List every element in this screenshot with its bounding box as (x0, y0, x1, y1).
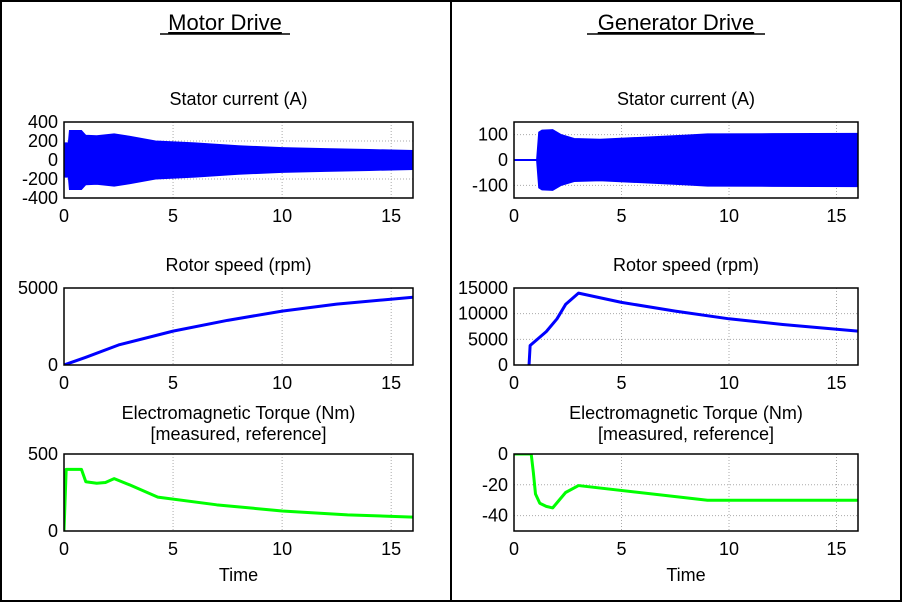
subplot-title: Rotor speed (rpm) (613, 255, 759, 275)
subplot-subtitle: [measured, reference] (150, 424, 326, 444)
y-tick-label: -40 (482, 506, 508, 526)
y-tick-label: 400 (28, 112, 58, 132)
subplot-title: Stator current (A) (617, 89, 755, 109)
y-tick-label: 10000 (458, 304, 508, 324)
x-tick-label: 15 (381, 206, 401, 226)
y-tick-label: 15000 (458, 278, 508, 298)
x-tick-label: 0 (59, 373, 69, 393)
panel-title-generator: Generator Drive (598, 10, 755, 35)
y-tick-label: 200 (28, 131, 58, 151)
y-tick-label: 0 (498, 150, 508, 170)
y-tick-label: 0 (498, 355, 508, 375)
plot-area (64, 288, 413, 365)
x-tick-label: 15 (826, 206, 846, 226)
axes-frame (513, 453, 859, 532)
x-tick-label: 5 (168, 539, 178, 559)
y-tick-label: -200 (22, 169, 58, 189)
panel-title-motor: Motor Drive (168, 10, 282, 35)
x-axis-label: Time (666, 565, 705, 585)
y-tick-label: 0 (48, 150, 58, 170)
axes-frame (63, 453, 414, 532)
x-tick-label: 10 (272, 206, 292, 226)
y-tick-label: 0 (48, 521, 58, 541)
x-tick-label: 0 (509, 206, 519, 226)
subplot-title: Electromagnetic Torque (Nm) (122, 403, 356, 423)
x-tick-label: 10 (272, 539, 292, 559)
plot-area (514, 454, 858, 531)
subplot-1: Rotor speed (rpm) 0 5 10 15 5000 0 (18, 255, 414, 393)
x-tick-label: 10 (719, 206, 739, 226)
x-axis-label: Time (219, 565, 258, 585)
subplot-title: Stator current (A) (169, 89, 307, 109)
y-tick-label: 0 (498, 444, 508, 464)
y-tick-label: -20 (482, 475, 508, 495)
subplot-5: Electromagnetic Torque (Nm)[measured, re… (482, 403, 859, 585)
axes-frame (63, 287, 414, 366)
x-tick-label: 5 (616, 539, 626, 559)
x-tick-label: 5 (616, 206, 626, 226)
y-tick-label: -400 (22, 188, 58, 208)
x-tick-label: 0 (509, 373, 519, 393)
x-tick-label: 5 (168, 206, 178, 226)
x-tick-label: 10 (272, 373, 292, 393)
x-tick-label: 5 (168, 373, 178, 393)
subplot-subtitle: [measured, reference] (598, 424, 774, 444)
y-tick-label: 5000 (468, 329, 508, 349)
y-tick-label: 500 (28, 444, 58, 464)
x-tick-label: 0 (59, 206, 69, 226)
x-tick-label: 15 (381, 539, 401, 559)
plot-area (64, 454, 413, 531)
speed-line (64, 295, 413, 365)
subplot-2: Electromagnetic Torque (Nm)[measured, re… (28, 403, 414, 585)
subplot-4: Rotor speed (rpm) 0 5 10 15 15000 10000 5000 0 (458, 255, 859, 393)
subplot-title: Electromagnetic Torque (Nm) (569, 403, 803, 423)
x-tick-label: 0 (509, 539, 519, 559)
x-tick-label: 15 (826, 539, 846, 559)
y-tick-label: 5000 (18, 278, 58, 298)
x-tick-label: 10 (719, 373, 739, 393)
axes-frame (513, 287, 859, 366)
x-tick-label: 15 (381, 373, 401, 393)
x-tick-label: 15 (826, 373, 846, 393)
y-tick-label: 100 (478, 125, 508, 145)
axes-frame (513, 121, 859, 199)
x-tick-label: 5 (616, 373, 626, 393)
axes-frame (63, 121, 414, 199)
x-tick-label: 10 (719, 539, 739, 559)
subplot-title: Rotor speed (rpm) (165, 255, 311, 275)
x-tick-label: 0 (59, 539, 69, 559)
y-tick-label: -100 (472, 175, 508, 195)
y-tick-label: 0 (48, 355, 58, 375)
